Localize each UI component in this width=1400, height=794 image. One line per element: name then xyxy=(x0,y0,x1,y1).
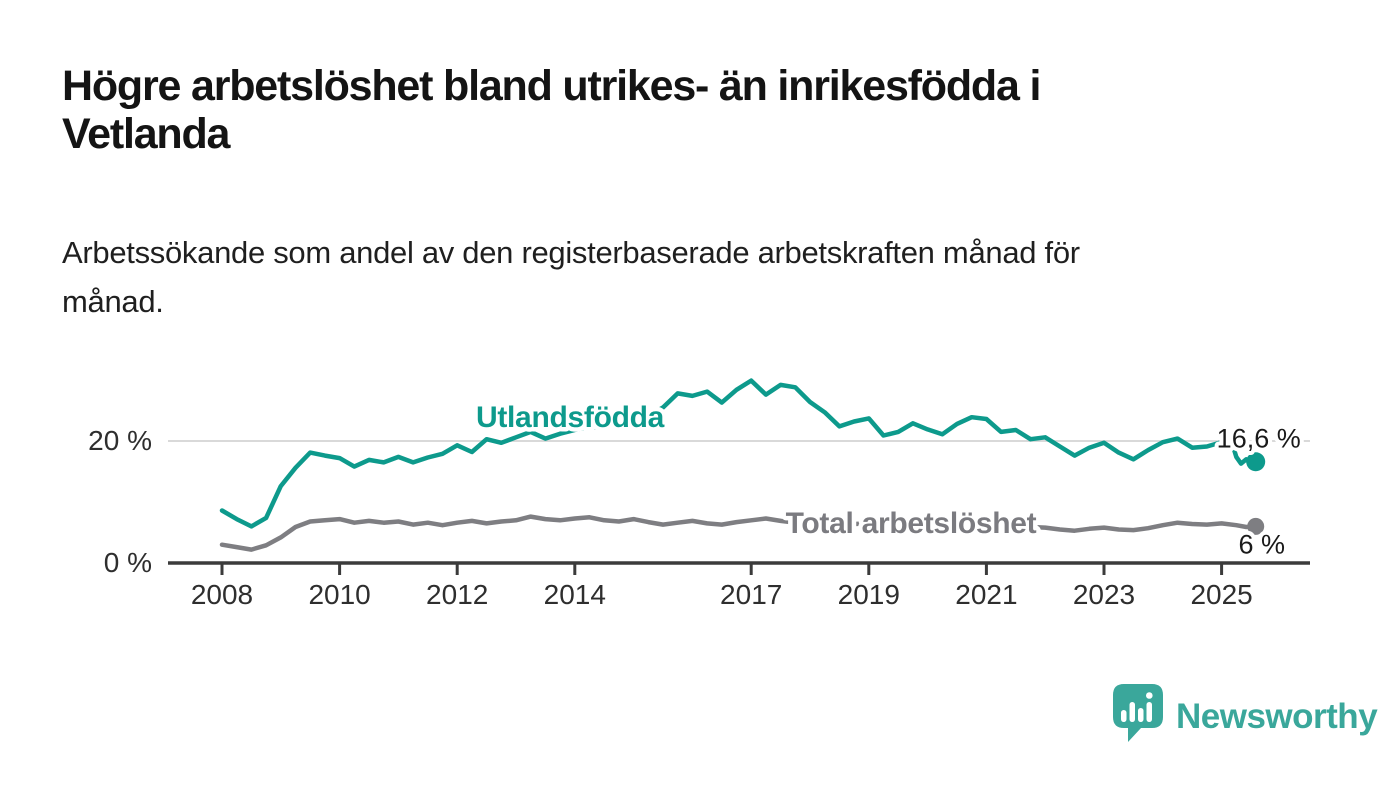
end-value-label-total: 6 % xyxy=(1238,529,1285,559)
series-line-total xyxy=(219,514,1258,552)
x-tick-label-2019: 2019 xyxy=(838,579,900,610)
x-tick-label-2021: 2021 xyxy=(955,579,1017,610)
chart-subtitle-line-2: månad. xyxy=(62,284,164,319)
speech-bubble-chart-icon xyxy=(1113,684,1163,742)
y-tick-label-20: 20 % xyxy=(88,425,152,456)
end-value-label-utlandsfodda: 16,6 % xyxy=(1217,424,1301,454)
chart-subtitle-line-1: Arbetssökande som andel av den registerb… xyxy=(62,235,1080,270)
newsworthy-logo: Newsworthy xyxy=(1113,684,1379,742)
series-label-utlandsfodda: Utlandsfödda xyxy=(476,401,665,434)
x-tick-label-2023: 2023 xyxy=(1073,579,1135,610)
x-tick-label-2012: 2012 xyxy=(426,579,488,610)
series-line-utlandsfodda xyxy=(219,378,1258,529)
page-title-line-1: Högre arbetslöshet bland utrikes- än inr… xyxy=(62,62,1041,110)
x-tick-label-2025: 2025 xyxy=(1190,579,1252,610)
x-tick-label-2010: 2010 xyxy=(308,579,370,610)
page-title: Högre arbetslöshet bland utrikes- än inr… xyxy=(62,62,1362,158)
brand-wordmark: Newsworthy xyxy=(1176,697,1378,736)
series-end-dot-utlandsfodda xyxy=(1246,452,1266,472)
series-label-total: Total arbetslöshet xyxy=(786,507,1037,540)
series-end-dot-total xyxy=(1247,517,1265,535)
x-tick-label-2008: 2008 xyxy=(191,579,253,610)
y-tick-label-0: 0 % xyxy=(104,547,152,578)
x-tick-label-2017: 2017 xyxy=(720,579,782,610)
x-tick-label-2014: 2014 xyxy=(544,579,606,610)
chart-subtitle: Arbetssökande som andel av den registerb… xyxy=(62,228,1362,326)
page-title-line-2: Vetlanda xyxy=(62,110,230,158)
